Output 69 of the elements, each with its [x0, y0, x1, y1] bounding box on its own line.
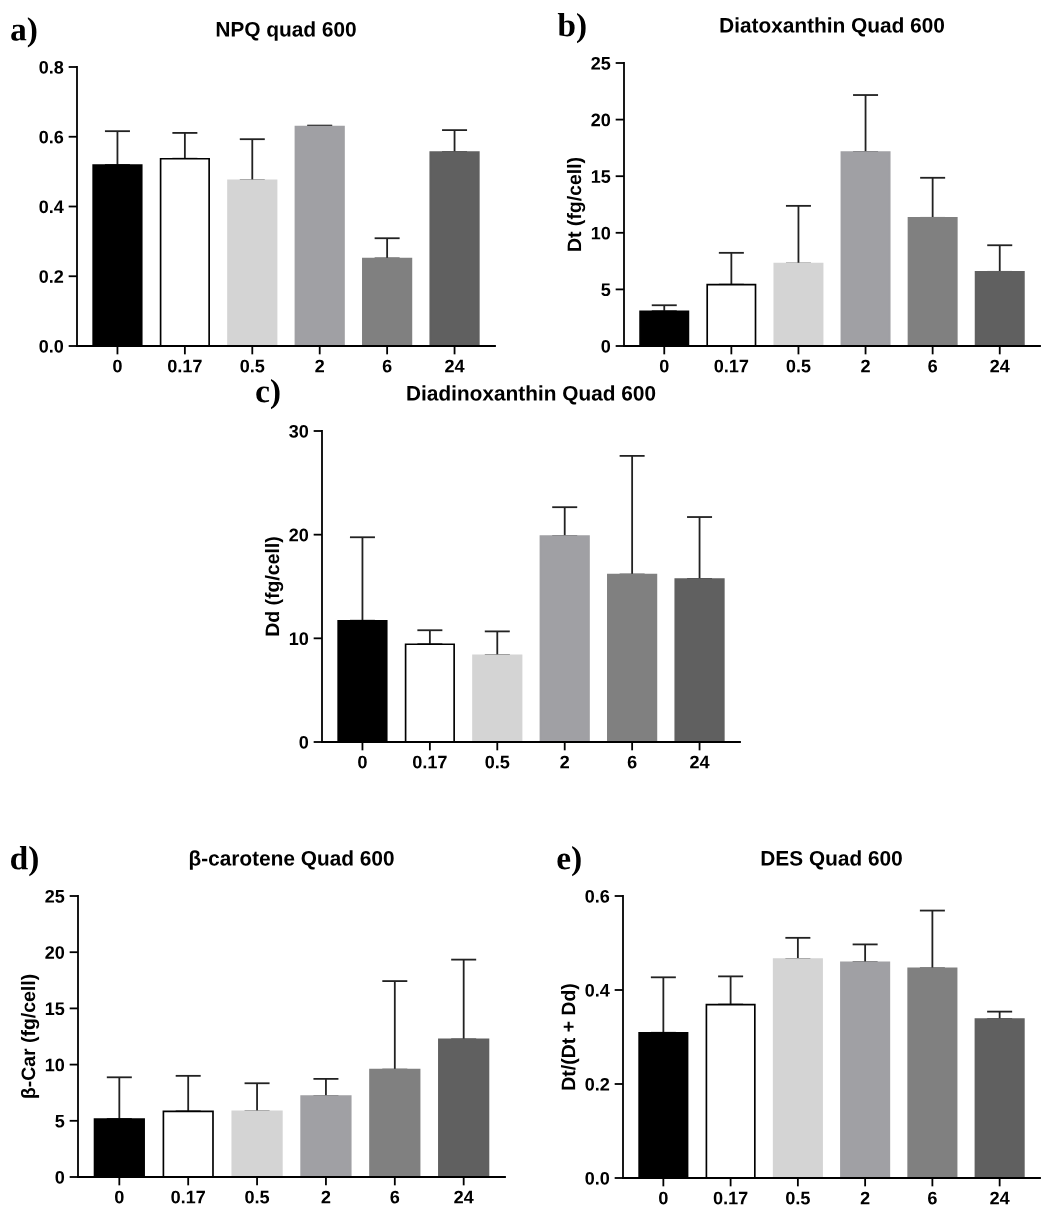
y-axis-title: Dd (fg/cell) [264, 537, 284, 636]
y-tick-label: 0.6 [585, 889, 610, 903]
x-tick-label: 6 [627, 755, 637, 769]
y-axis-title: Dt (fg/cell) [566, 157, 586, 251]
x-tick-label: 0 [115, 1190, 124, 1204]
x-tick-label: 0.17 [413, 755, 447, 769]
text: a) [11, 17, 37, 48]
x-tick-label: 24 [690, 755, 710, 769]
y-tick-label: 25 [45, 889, 65, 903]
x-tick-label: 0.5 [786, 1191, 810, 1205]
chart-title: DES Quad 600 [761, 850, 902, 870]
x-tick-label: 6 [928, 1191, 937, 1205]
x-tick-label: 0 [659, 359, 669, 373]
chart-title: NPQ quad 600 [216, 21, 356, 41]
x-tick-label: 0.5 [485, 755, 510, 769]
y-tick-label: 5 [601, 283, 611, 297]
y-tick-label: 0.6 [39, 130, 64, 144]
chart-title: Diadinoxanthin Quad 600 [407, 385, 656, 405]
x-tick-label: 0.17 [714, 359, 749, 373]
x-tick-label: 6 [928, 359, 938, 373]
y-tick-label: 0.8 [39, 60, 64, 74]
y-tick-label: 0.4 [39, 200, 64, 214]
y-tick-label: 0.0 [39, 339, 64, 353]
x-tick-label: 24 [990, 359, 1010, 373]
y-tick-label: 0.0 [585, 1171, 610, 1185]
y-tick-label: 15 [591, 170, 611, 183]
y-tick-label: 20 [45, 946, 65, 959]
x-tick-label: 0.17 [713, 1191, 748, 1205]
y-tick-label: 15 [45, 1002, 65, 1016]
text: e) [557, 846, 581, 877]
x-tick-label: 0.5 [786, 359, 811, 373]
x-tick-label: 0 [358, 755, 367, 769]
x-tick-label: 0.17 [168, 359, 202, 373]
y-tick-label: 0.2 [585, 1077, 610, 1091]
y-tick-label: 0.2 [39, 270, 64, 283]
y-tick-label: 10 [289, 632, 309, 646]
chart-title: β-carotene Quad 600 [189, 850, 394, 870]
x-tick-label: 6 [382, 359, 392, 373]
y-tick-label: 5 [55, 1114, 65, 1128]
x-tick-label: 2 [861, 359, 870, 373]
x-tick-label: 2 [315, 359, 325, 373]
y-tick-label: 25 [591, 56, 611, 70]
y-tick-label: 20 [591, 113, 611, 127]
y-tick-label: 10 [45, 1058, 65, 1072]
y-tick-label: 20 [289, 528, 309, 542]
x-tick-label: 24 [990, 1191, 1010, 1205]
y-axis-title: Dt/(Dt + Dd) [561, 984, 580, 1090]
x-tick-label: 0.17 [171, 1190, 205, 1204]
y-tick-label: 0.4 [585, 983, 610, 997]
x-tick-label: 0.5 [240, 359, 265, 373]
y-tick-label: 0 [299, 735, 309, 749]
text: c) [256, 379, 280, 410]
x-tick-label: 0.5 [245, 1190, 270, 1204]
x-tick-label: 2 [560, 755, 570, 769]
x-tick-label: 6 [390, 1190, 400, 1204]
y-tick-label: 30 [289, 424, 309, 438]
y-tick-label: 0 [55, 1170, 65, 1184]
x-tick-label: 0 [113, 359, 122, 373]
text: d) [11, 846, 38, 877]
y-axis-title: β-Car (fg/cell) [20, 974, 40, 1098]
y-tick-label: 0 [601, 339, 611, 353]
x-tick-label: 0 [659, 1191, 668, 1205]
x-tick-label: 2 [860, 1191, 870, 1205]
text: b) [557, 12, 586, 44]
chart-title: Diatoxanthin Quad 600 [720, 17, 945, 37]
x-tick-label: 24 [454, 1190, 474, 1204]
y-tick-label: 10 [591, 226, 611, 240]
x-tick-label: 24 [445, 359, 465, 373]
x-tick-label: 2 [321, 1190, 331, 1204]
